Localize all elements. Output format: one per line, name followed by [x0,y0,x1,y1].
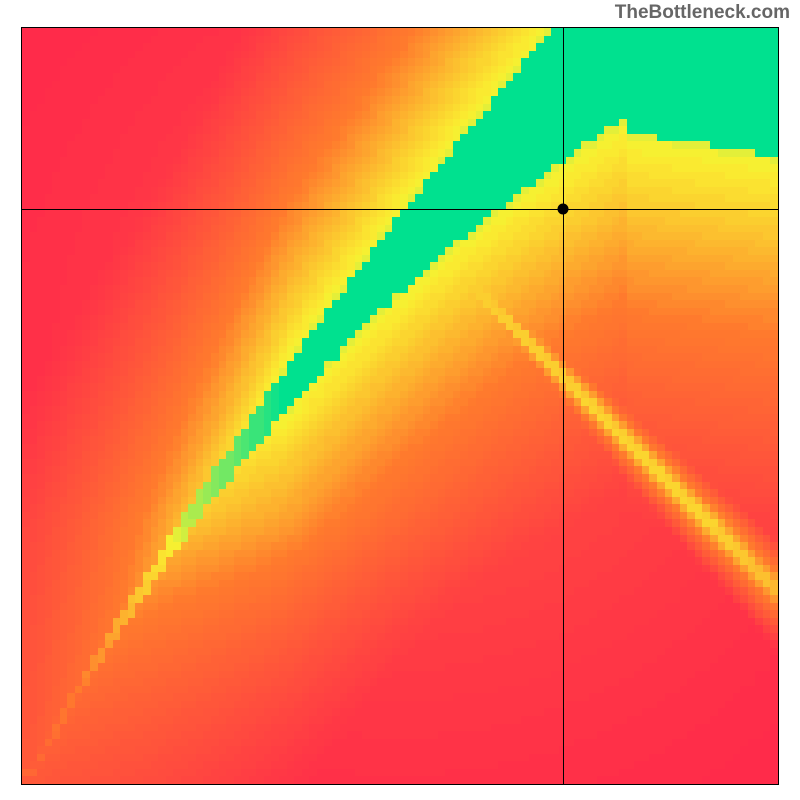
attribution-text: TheBottleneck.com [615,2,790,24]
heatmap-canvas [22,28,778,784]
crosshair-horizontal [22,209,778,210]
crosshair-vertical [563,28,564,784]
crosshair-dot [557,204,568,215]
bottleneck-heatmap [21,27,779,785]
